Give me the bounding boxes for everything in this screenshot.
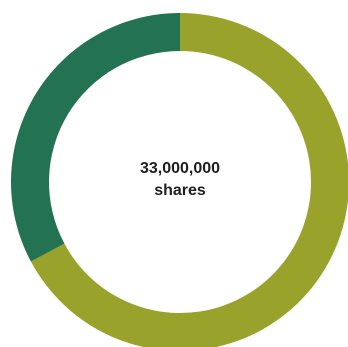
center-unit: shares	[154, 182, 206, 199]
donut-slices	[10, 13, 348, 347]
donut-slice-2	[10, 13, 181, 262]
center-label: 33,000,000 shares	[80, 158, 280, 202]
center-value: 33,000,000	[139, 160, 221, 177]
